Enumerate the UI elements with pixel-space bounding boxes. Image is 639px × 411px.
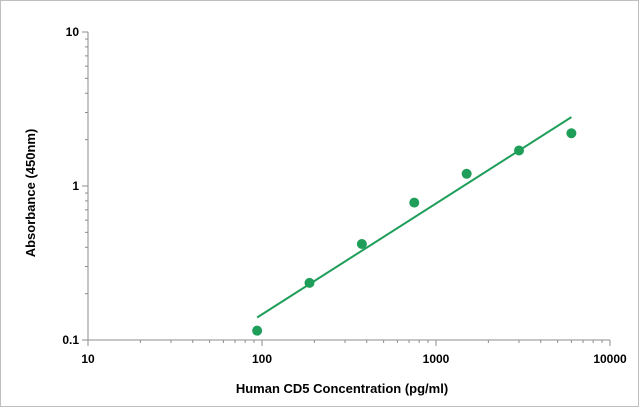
x-axis-ticks: 10 100 1000 10000 xyxy=(81,340,627,366)
data-point xyxy=(409,197,420,208)
data-point xyxy=(356,239,367,250)
x-tick-label: 10 xyxy=(81,352,95,366)
data-point xyxy=(566,128,577,139)
data-point xyxy=(252,325,263,336)
data-point xyxy=(514,145,525,156)
data-point xyxy=(461,168,472,179)
y-axis-ticks: 0.1 1 10 xyxy=(62,25,88,347)
x-tick-label: 100 xyxy=(252,352,272,366)
x-axis-title: Human CD5 Concentration (pg/ml) xyxy=(236,381,448,396)
plot-area xyxy=(85,32,610,343)
data-point xyxy=(304,277,315,288)
y-tick-label: 0.1 xyxy=(62,333,79,347)
y-axis-title: Absorbance (450nm) xyxy=(23,129,38,258)
data-marks xyxy=(252,116,577,336)
trendline xyxy=(256,116,572,319)
x-tick-label: 10000 xyxy=(593,352,627,366)
y-tick-label: 10 xyxy=(66,25,80,39)
y-tick-label: 1 xyxy=(72,179,79,193)
x-tick-label: 1000 xyxy=(423,352,450,366)
